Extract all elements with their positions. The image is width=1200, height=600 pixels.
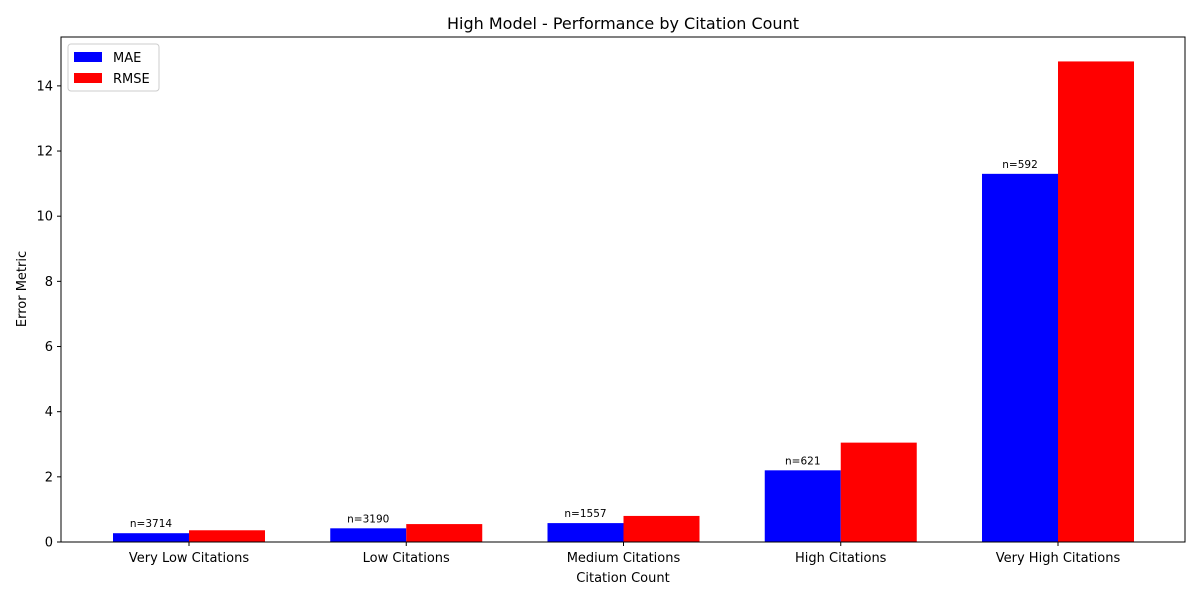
bar-rmse-3 — [623, 515, 700, 542]
legend-label-mae: MAE — [113, 51, 141, 66]
y-tick-label: 4 — [45, 405, 53, 420]
bar-mae-4 — [764, 470, 841, 542]
y-tick-label: 2 — [45, 470, 53, 485]
legend-label-rmse: RMSE — [113, 72, 150, 87]
chart-title: High Model - Performance by Citation Cou… — [447, 14, 799, 33]
bar-mae-2 — [330, 528, 407, 542]
x-tick-label: Medium Citations — [567, 551, 681, 566]
bar-mae-3 — [547, 523, 624, 542]
y-tick-label: 8 — [45, 275, 53, 290]
sample-size-label: n=1557 — [564, 508, 606, 520]
x-tick-label: Very Low Citations — [129, 551, 249, 566]
bar-rmse-2 — [406, 524, 483, 542]
bar-mae-1 — [113, 533, 189, 542]
y-tick-label: 10 — [36, 210, 53, 225]
plot-area: n=3714 n=3190 n=1557 n=621 n=592 0 2 4 6 8 10 12 14 V… — [36, 36, 1186, 566]
y-tick-label: 6 — [45, 340, 53, 355]
legend: MAE RMSE — [67, 43, 160, 92]
y-axis-label: Error Metric — [15, 251, 30, 327]
y-tick-label: 14 — [36, 79, 53, 94]
bar-mae-5 — [982, 173, 1058, 542]
sample-size-label: n=3714 — [130, 518, 172, 530]
sample-size-label: n=3190 — [347, 513, 389, 525]
y-tick-label: 12 — [36, 145, 53, 160]
bar-rmse-4 — [840, 442, 917, 542]
x-tick-label: Very High Citations — [996, 551, 1121, 566]
sample-size-label: n=592 — [1002, 159, 1038, 171]
legend-swatch-mae — [74, 52, 102, 62]
x-axis-label: Citation Count — [576, 571, 669, 586]
legend-swatch-rmse — [74, 73, 102, 83]
y-tick-label: 0 — [45, 536, 53, 551]
sample-size-label: n=621 — [785, 455, 821, 467]
x-tick-label: Low Citations — [363, 551, 450, 566]
x-tick-label: High Citations — [795, 551, 887, 566]
bar-rmse-5 — [1058, 61, 1134, 542]
bar-rmse-1 — [189, 530, 265, 542]
